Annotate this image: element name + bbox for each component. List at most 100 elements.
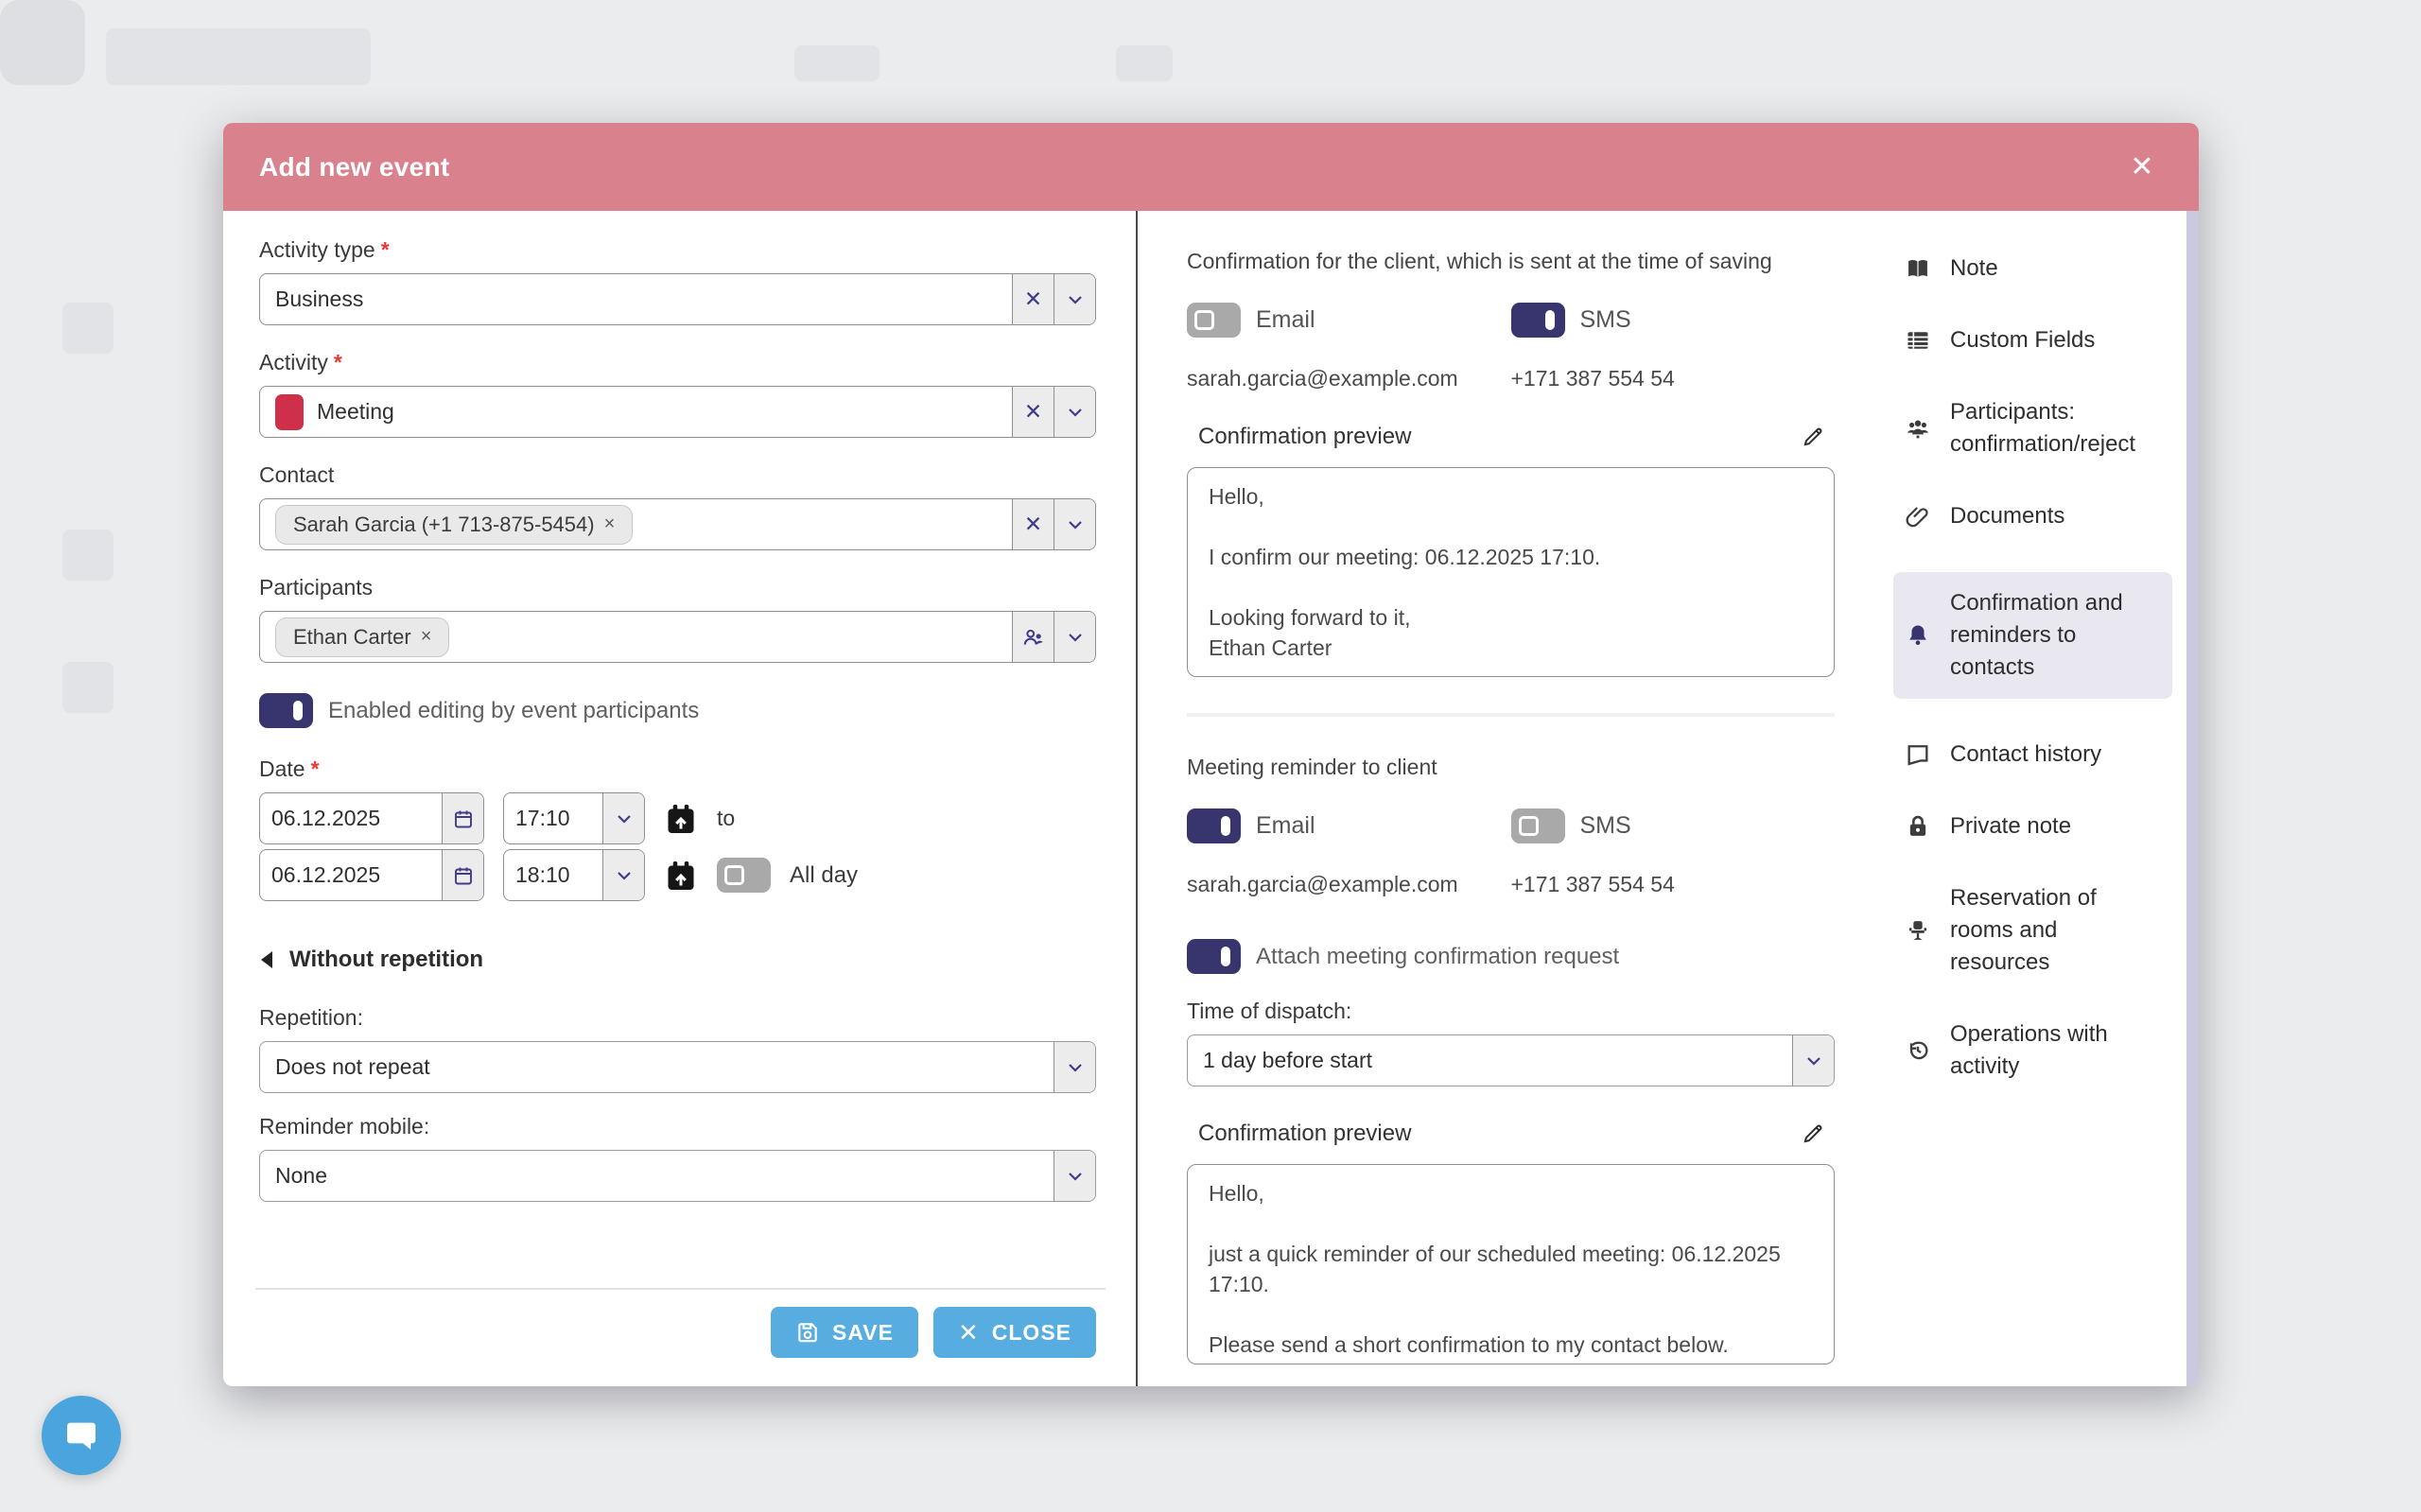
all-day-toggle[interactable] xyxy=(717,858,771,893)
dialog-scrollbar[interactable] xyxy=(2186,211,2199,1386)
chat-bubble-icon xyxy=(62,1416,100,1454)
book-icon xyxy=(1905,255,1931,282)
participant-chip[interactable]: Ethan Carter × xyxy=(275,617,450,657)
start-date-input[interactable] xyxy=(260,793,442,843)
end-time-field[interactable] xyxy=(503,849,645,901)
activity-type-dropdown-button[interactable] xyxy=(1054,274,1095,324)
edit-pencil-icon[interactable] xyxy=(1801,1121,1825,1146)
end-date-calendar-button[interactable] xyxy=(442,850,483,900)
activity-clear-button[interactable]: ✕ xyxy=(1012,387,1054,437)
activity-label: Activity * xyxy=(259,350,342,374)
background-sidebar-icon xyxy=(62,530,113,581)
reminder-title: Meeting reminder to client xyxy=(1187,755,1437,779)
edit-pencil-icon[interactable] xyxy=(1801,425,1825,449)
contact-label: Contact xyxy=(259,462,335,487)
background-toolbar xyxy=(106,28,371,85)
dialog-header: Add new event ✕ xyxy=(223,123,2199,211)
sms-label: SMS xyxy=(1579,306,1631,333)
sidebar-item-confirmation-reminders[interactable]: Confirmation and reminders to contacts xyxy=(1893,572,2172,699)
contact-clear-button[interactable]: ✕ xyxy=(1012,499,1054,549)
reminder-mobile-label: Reminder mobile: xyxy=(259,1114,430,1138)
calendar-icon xyxy=(452,808,475,830)
chat-widget-button[interactable] xyxy=(42,1396,121,1475)
confirmation-preview-label: Confirmation preview xyxy=(1198,424,1412,449)
participants-dropdown-button[interactable] xyxy=(1054,612,1095,662)
confirmation-sms-toggle[interactable] xyxy=(1510,303,1565,338)
add-event-dialog: Add new event ✕ Activity type* ✕ Activit… xyxy=(223,123,2199,1386)
reminder-email-toggle[interactable] xyxy=(1187,808,1241,843)
activity-type-clear-button[interactable]: ✕ xyxy=(1012,274,1054,324)
background-sidebar-icon xyxy=(62,303,113,354)
background-block xyxy=(794,45,880,81)
confirmation-email-value: sarah.garcia@example.com xyxy=(1187,366,1458,391)
chevron-down-icon xyxy=(1064,1165,1087,1188)
event-form-column: Activity type* ✕ Activity* Meeting ✕ xyxy=(223,211,1138,1386)
repetition-select[interactable]: Does not repeat xyxy=(259,1041,1096,1093)
activity-type-field[interactable]: ✕ xyxy=(259,273,1096,325)
sidebar-item-contact-history[interactable]: Contact history xyxy=(1893,739,2172,771)
email-label: Email xyxy=(1256,812,1315,839)
start-time-dropdown-button[interactable] xyxy=(602,793,644,843)
sidebar-item-private-note[interactable]: Private note xyxy=(1893,810,2172,843)
clear-icon: ✕ xyxy=(1023,287,1043,311)
section-divider xyxy=(1187,713,1835,717)
chip-remove-icon[interactable]: × xyxy=(603,513,616,534)
reminder-preview-text[interactable]: Hello, just a quick reminder of our sche… xyxy=(1187,1164,1835,1364)
attach-confirmation-toggle[interactable] xyxy=(1187,939,1241,974)
enabled-editing-label: Enabled editing by event participants xyxy=(328,697,700,723)
activity-color-swatch xyxy=(275,393,304,430)
repetition-dropdown-button[interactable] xyxy=(1054,1042,1095,1092)
contact-dropdown-button[interactable] xyxy=(1054,499,1095,549)
activity-field[interactable]: Meeting ✕ xyxy=(259,386,1096,438)
dispatch-dropdown-button[interactable] xyxy=(1792,1035,1834,1086)
start-time-input[interactable] xyxy=(504,793,602,843)
participants-picker-button[interactable] xyxy=(1012,612,1054,662)
sms-label: SMS xyxy=(1579,812,1631,839)
reminder-sms-toggle[interactable] xyxy=(1510,808,1565,843)
sidebar-item-note[interactable]: Note xyxy=(1893,252,2172,285)
end-date-input[interactable] xyxy=(260,850,442,900)
background-sidebar-icon xyxy=(62,662,113,713)
chevron-down-icon xyxy=(613,864,636,887)
confirmation-panel: Confirmation for the client, which is se… xyxy=(1138,211,1882,1386)
chevron-down-icon xyxy=(1064,513,1087,536)
end-time-dropdown-button[interactable] xyxy=(602,850,644,900)
start-date-field[interactable] xyxy=(259,792,484,844)
sidebar-item-operations[interactable]: Operations with activity xyxy=(1893,1018,2172,1083)
confirmation-email-toggle[interactable] xyxy=(1187,303,1241,338)
confirmation-preview-text[interactable]: Hello, I confirm our meeting: 06.12.2025… xyxy=(1187,467,1835,677)
start-date-calendar-button[interactable] xyxy=(442,793,483,843)
confirmation-phone-value: +171 387 554 54 xyxy=(1510,366,1675,391)
collapse-triangle-icon xyxy=(261,951,272,968)
contact-field[interactable]: Sarah Garcia (+1 713-875-5454) × ✕ xyxy=(259,498,1096,550)
chevron-down-icon xyxy=(1064,626,1087,649)
close-button[interactable]: ✕ CLOSE xyxy=(932,1307,1096,1358)
enabled-editing-toggle[interactable] xyxy=(259,693,313,728)
reminder-mobile-select[interactable]: None xyxy=(259,1150,1096,1202)
save-button[interactable]: SAVE xyxy=(771,1307,918,1358)
start-time-field[interactable] xyxy=(503,792,645,844)
participants-field[interactable]: Ethan Carter × xyxy=(259,611,1096,663)
history-icon xyxy=(1905,1037,1931,1064)
push-end-date-icon[interactable] xyxy=(664,858,698,894)
chip-remove-icon[interactable]: × xyxy=(420,626,432,647)
dialog-close-icon[interactable]: ✕ xyxy=(2130,151,2154,182)
sidebar-item-custom-fields[interactable]: Custom Fields xyxy=(1893,324,2172,356)
time-of-dispatch-select[interactable]: 1 day before start xyxy=(1187,1034,1835,1086)
background-block xyxy=(1116,45,1173,81)
push-start-date-icon[interactable] xyxy=(664,801,698,837)
activity-dropdown-button[interactable] xyxy=(1054,387,1095,437)
sidebar-item-participants-confirmation[interactable]: Participants: confirmation/reject xyxy=(1893,396,2172,461)
sidebar-item-documents[interactable]: Documents xyxy=(1893,500,2172,532)
background-app-logo xyxy=(0,0,85,85)
reminder-mobile-dropdown-button[interactable] xyxy=(1054,1151,1095,1201)
bell-icon xyxy=(1905,622,1931,649)
contact-chip[interactable]: Sarah Garcia (+1 713-875-5454) × xyxy=(275,504,634,545)
activity-type-input[interactable] xyxy=(260,274,1012,324)
end-date-field[interactable] xyxy=(259,849,484,901)
sidebar-item-reservation[interactable]: Reservation of rooms and resources xyxy=(1893,882,2172,979)
repetition-collapse-header[interactable]: Without repetition xyxy=(261,947,1096,973)
end-time-input[interactable] xyxy=(504,850,602,900)
reminder-phone-value: +171 387 554 54 xyxy=(1510,872,1675,896)
date-label: Date * xyxy=(259,756,320,781)
